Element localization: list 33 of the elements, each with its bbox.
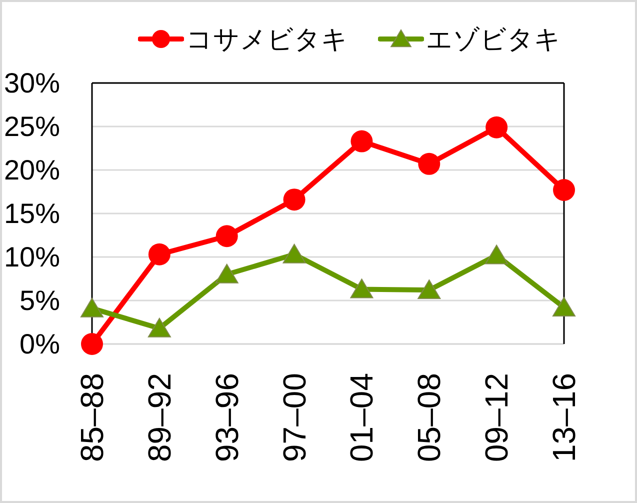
y-tick-label: 20% [4, 154, 60, 186]
point [552, 296, 576, 316]
point [553, 179, 575, 202]
point [81, 333, 103, 355]
y-tick-label: 25% [4, 111, 60, 142]
point [148, 318, 171, 338]
point [216, 225, 238, 248]
x-tick-label: 97–00 [276, 373, 312, 462]
x-tick-label: 01–04 [344, 373, 380, 462]
y-tick-label: 0% [20, 328, 60, 360]
point [282, 244, 306, 264]
point [350, 278, 374, 298]
point [350, 130, 373, 152]
y-tick-label: 10% [4, 242, 60, 272]
point [485, 244, 508, 264]
x-tick-label: 85–88 [74, 373, 110, 462]
point [418, 152, 440, 175]
point [418, 280, 441, 300]
y-tick-label: 5% [20, 285, 60, 316]
point [80, 298, 104, 318]
y-tick-label: 30% [4, 68, 60, 98]
point [486, 116, 508, 138]
legend-label: コサメビタキ [186, 23, 348, 56]
x-tick-label: 89–92 [141, 373, 178, 462]
point [283, 188, 306, 211]
x-tick-label: 93–96 [208, 373, 245, 462]
y-tick-label: 15% [4, 198, 60, 229]
x-tick-label: 13–16 [546, 373, 582, 462]
point [215, 264, 238, 284]
legend-label: エゾビタキ [426, 23, 561, 56]
x-tick-label: 09–12 [478, 373, 515, 462]
point [148, 243, 170, 266]
x-tick-label: 05–08 [411, 373, 448, 462]
